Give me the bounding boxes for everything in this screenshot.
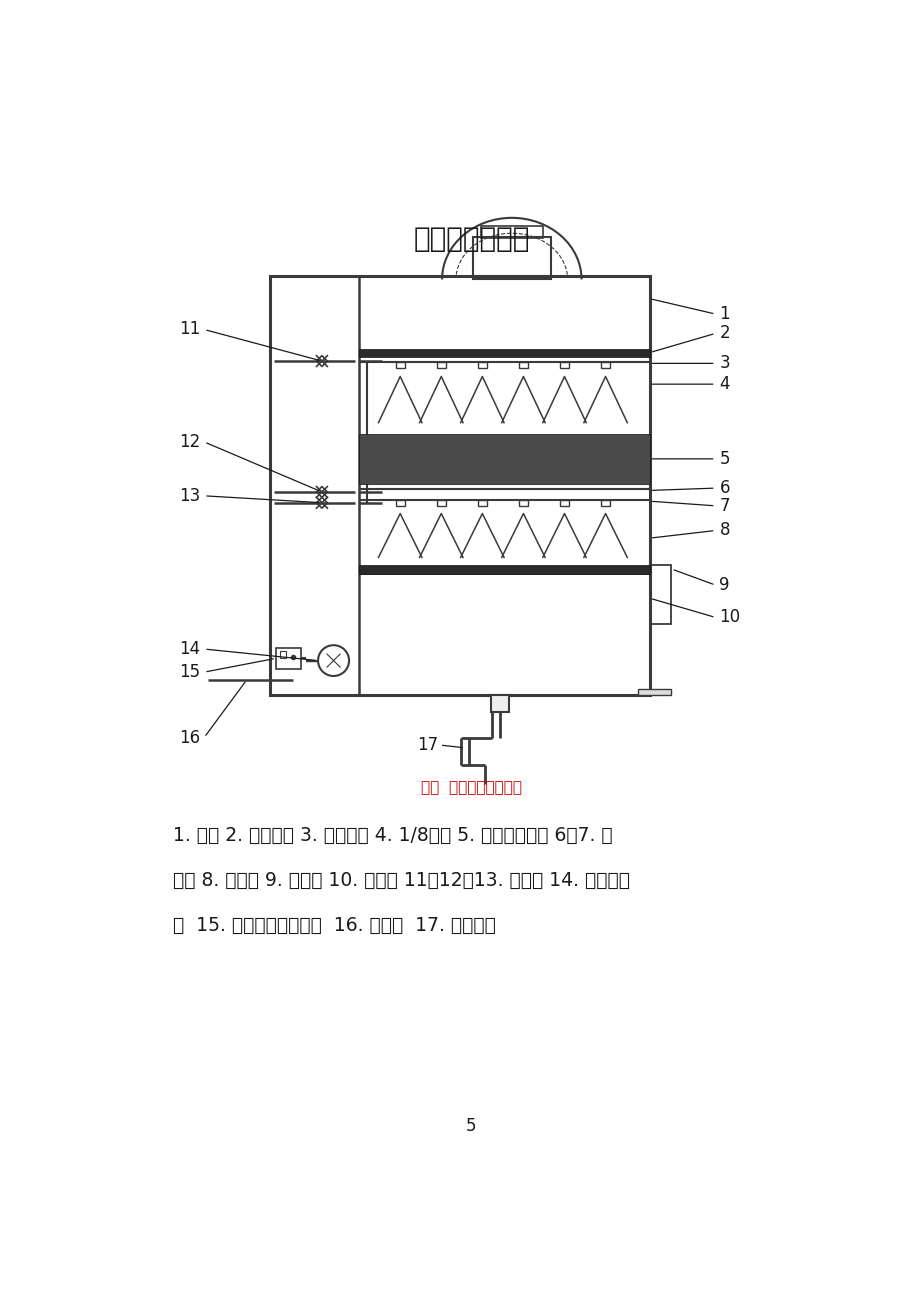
Bar	[276, 647, 301, 669]
Bar	[472, 237, 550, 280]
Text: 10: 10	[719, 608, 740, 626]
Text: 5: 5	[466, 1117, 476, 1135]
Bar	[477, 500, 486, 505]
Bar	[477, 362, 486, 368]
Text: 泵  15. 冲洗系统控制装置  16. 进水口  17. 沉水弯。: 泵 15. 冲洗系统控制装置 16. 进水口 17. 沉水弯。	[173, 915, 495, 935]
Bar	[481, 227, 542, 238]
Text: 15: 15	[179, 663, 200, 681]
Text: 4: 4	[719, 375, 729, 393]
Text: 9: 9	[719, 575, 729, 594]
Bar	[358, 434, 649, 484]
Text: 2: 2	[719, 324, 730, 342]
Bar	[600, 500, 609, 505]
Bar	[269, 276, 649, 695]
Text: 16: 16	[179, 729, 200, 746]
Bar	[491, 695, 509, 712]
Text: 淋管 8. 除尘网 9. 进风口 10. 集水盆 11、12、13. 电磁阀 14. 自动增压: 淋管 8. 除尘网 9. 进风口 10. 集水盆 11、12、13. 电磁阀 1…	[173, 871, 630, 889]
Bar	[518, 500, 528, 505]
Text: 8: 8	[719, 522, 729, 539]
Bar	[395, 500, 404, 505]
Text: 图三  空气筛结构原理图: 图三 空气筛结构原理图	[421, 780, 521, 796]
Bar	[395, 362, 404, 368]
Bar	[649, 565, 671, 624]
Text: 6: 6	[719, 479, 729, 497]
Bar	[279, 651, 286, 658]
Bar	[437, 500, 446, 505]
Bar	[358, 349, 649, 357]
Bar	[518, 362, 528, 368]
Text: 7: 7	[719, 497, 729, 514]
Text: 13: 13	[179, 487, 200, 505]
Bar	[638, 689, 671, 695]
Text: 1: 1	[719, 305, 730, 323]
Text: 3: 3	[719, 354, 730, 372]
Bar	[358, 565, 649, 574]
Text: 12: 12	[179, 432, 200, 450]
Text: 1. 箱体 2. 除臭氧网 3. 喷淋水管 4. 1/8喷头 5. 高压发生装置 6、7. 喷: 1. 箱体 2. 除臭氧网 3. 喷淋水管 4. 1/8喷头 5. 高压发生装置…	[173, 827, 612, 845]
Bar	[600, 362, 609, 368]
Text: 11: 11	[179, 320, 200, 339]
Bar	[560, 500, 569, 505]
Bar	[560, 362, 569, 368]
Text: 17: 17	[416, 737, 437, 754]
Text: 5: 5	[719, 450, 729, 467]
Text: 空气筛结构原理: 空气筛结构原理	[413, 225, 529, 254]
Bar	[437, 362, 446, 368]
Text: 14: 14	[179, 641, 200, 658]
